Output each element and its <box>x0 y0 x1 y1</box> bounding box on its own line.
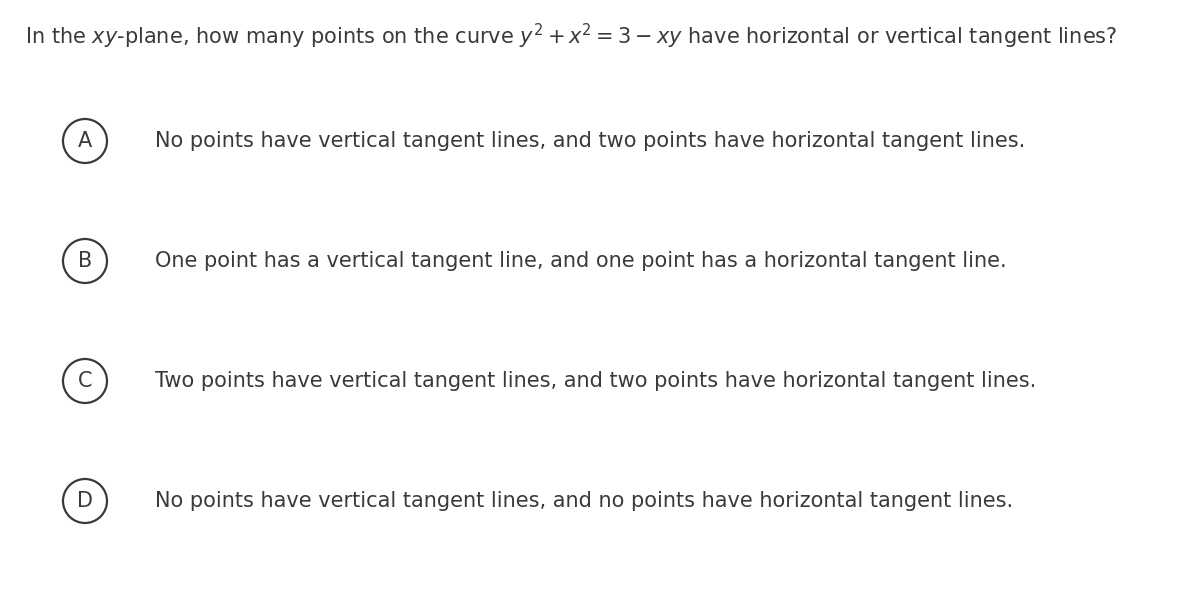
Text: B: B <box>78 251 92 271</box>
Text: A: A <box>78 131 92 151</box>
Text: D: D <box>77 491 94 511</box>
Text: No points have vertical tangent lines, and two points have horizontal tangent li: No points have vertical tangent lines, a… <box>155 131 1025 151</box>
Text: Two points have vertical tangent lines, and two points have horizontal tangent l: Two points have vertical tangent lines, … <box>155 371 1037 391</box>
Text: In the $xy$-plane, how many points on the curve $y^2 + x^2 = 3 - xy$ have horizo: In the $xy$-plane, how many points on th… <box>25 21 1117 51</box>
Text: One point has a vertical tangent line, and one point has a horizontal tangent li: One point has a vertical tangent line, a… <box>155 251 1007 271</box>
Text: No points have vertical tangent lines, and no points have horizontal tangent lin: No points have vertical tangent lines, a… <box>155 491 1013 511</box>
Text: C: C <box>78 371 92 391</box>
